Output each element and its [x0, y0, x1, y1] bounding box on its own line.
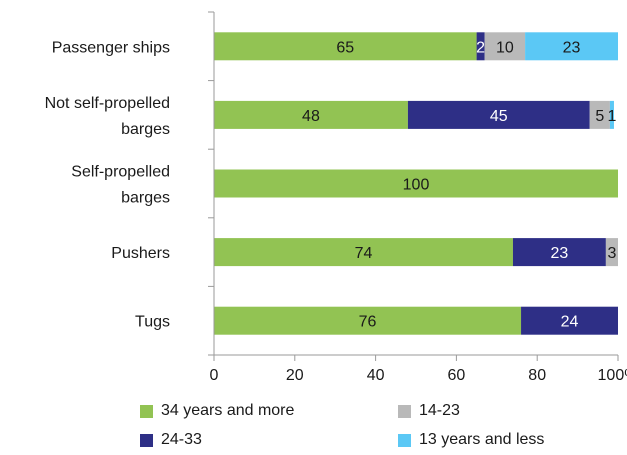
- x-tick-label: 0: [210, 367, 219, 384]
- bar-segment: [609, 100, 614, 129]
- category-label: Passenger ships: [52, 39, 170, 56]
- category-label-line: Not self-propelled: [45, 95, 170, 112]
- data-label: 48: [302, 108, 320, 125]
- x-tick-label: 60: [448, 367, 466, 384]
- category-label-line: Passenger ships: [52, 39, 170, 56]
- bar-segment: [484, 32, 526, 61]
- data-label: 24: [561, 314, 579, 331]
- data-label: 23: [551, 245, 569, 262]
- bar-segment: [214, 100, 408, 129]
- axes-layer: [208, 11, 619, 361]
- category-label-line: Pushers: [111, 245, 170, 262]
- data-label: 3: [607, 245, 616, 262]
- bar-segment: [512, 238, 606, 267]
- bar-segment: [589, 100, 610, 129]
- bars-layer: [214, 32, 618, 335]
- data-label: 10: [496, 39, 514, 56]
- x-tick-label: 40: [367, 367, 385, 384]
- data-label: 74: [355, 245, 373, 262]
- bar-segment: [605, 238, 618, 267]
- category-label-line: barges: [121, 190, 170, 207]
- data-label: 65: [336, 39, 354, 56]
- category-label: Pushers: [111, 245, 170, 262]
- x-tick-label: 80: [528, 367, 546, 384]
- category-label: Self-propelled barges: [71, 164, 170, 207]
- category-label: Tugs: [135, 314, 170, 331]
- x-tick-labels-layer: 0 20 40 60 80 100%: [210, 367, 627, 384]
- category-label-line: barges: [121, 121, 170, 138]
- bar-segment: [214, 169, 618, 198]
- bar-labels-layer: 65 2 10 23 48 45 5 1 100 74 23 3 76 24: [302, 39, 616, 330]
- data-label: 1: [607, 108, 616, 125]
- bar-segment: [214, 32, 477, 61]
- bar-segment: [214, 238, 513, 267]
- bar-segment: [525, 32, 618, 61]
- data-label: 5: [595, 108, 604, 125]
- data-label: 76: [359, 314, 377, 331]
- category-label: Not self-propelled barges: [45, 95, 170, 138]
- x-tick-label: 100%: [598, 367, 627, 384]
- bar-segment: [476, 32, 485, 61]
- category-label-line: Tugs: [135, 314, 170, 331]
- bar-segment: [407, 100, 590, 129]
- bar-segment: [214, 306, 522, 335]
- data-label: 45: [490, 108, 508, 125]
- data-label: 23: [563, 39, 581, 56]
- data-label: 100: [403, 177, 430, 194]
- bar-segment: [521, 306, 618, 335]
- x-tick-label: 20: [286, 367, 304, 384]
- data-label: 2: [476, 39, 485, 56]
- category-label-line: Self-propelled: [71, 164, 170, 181]
